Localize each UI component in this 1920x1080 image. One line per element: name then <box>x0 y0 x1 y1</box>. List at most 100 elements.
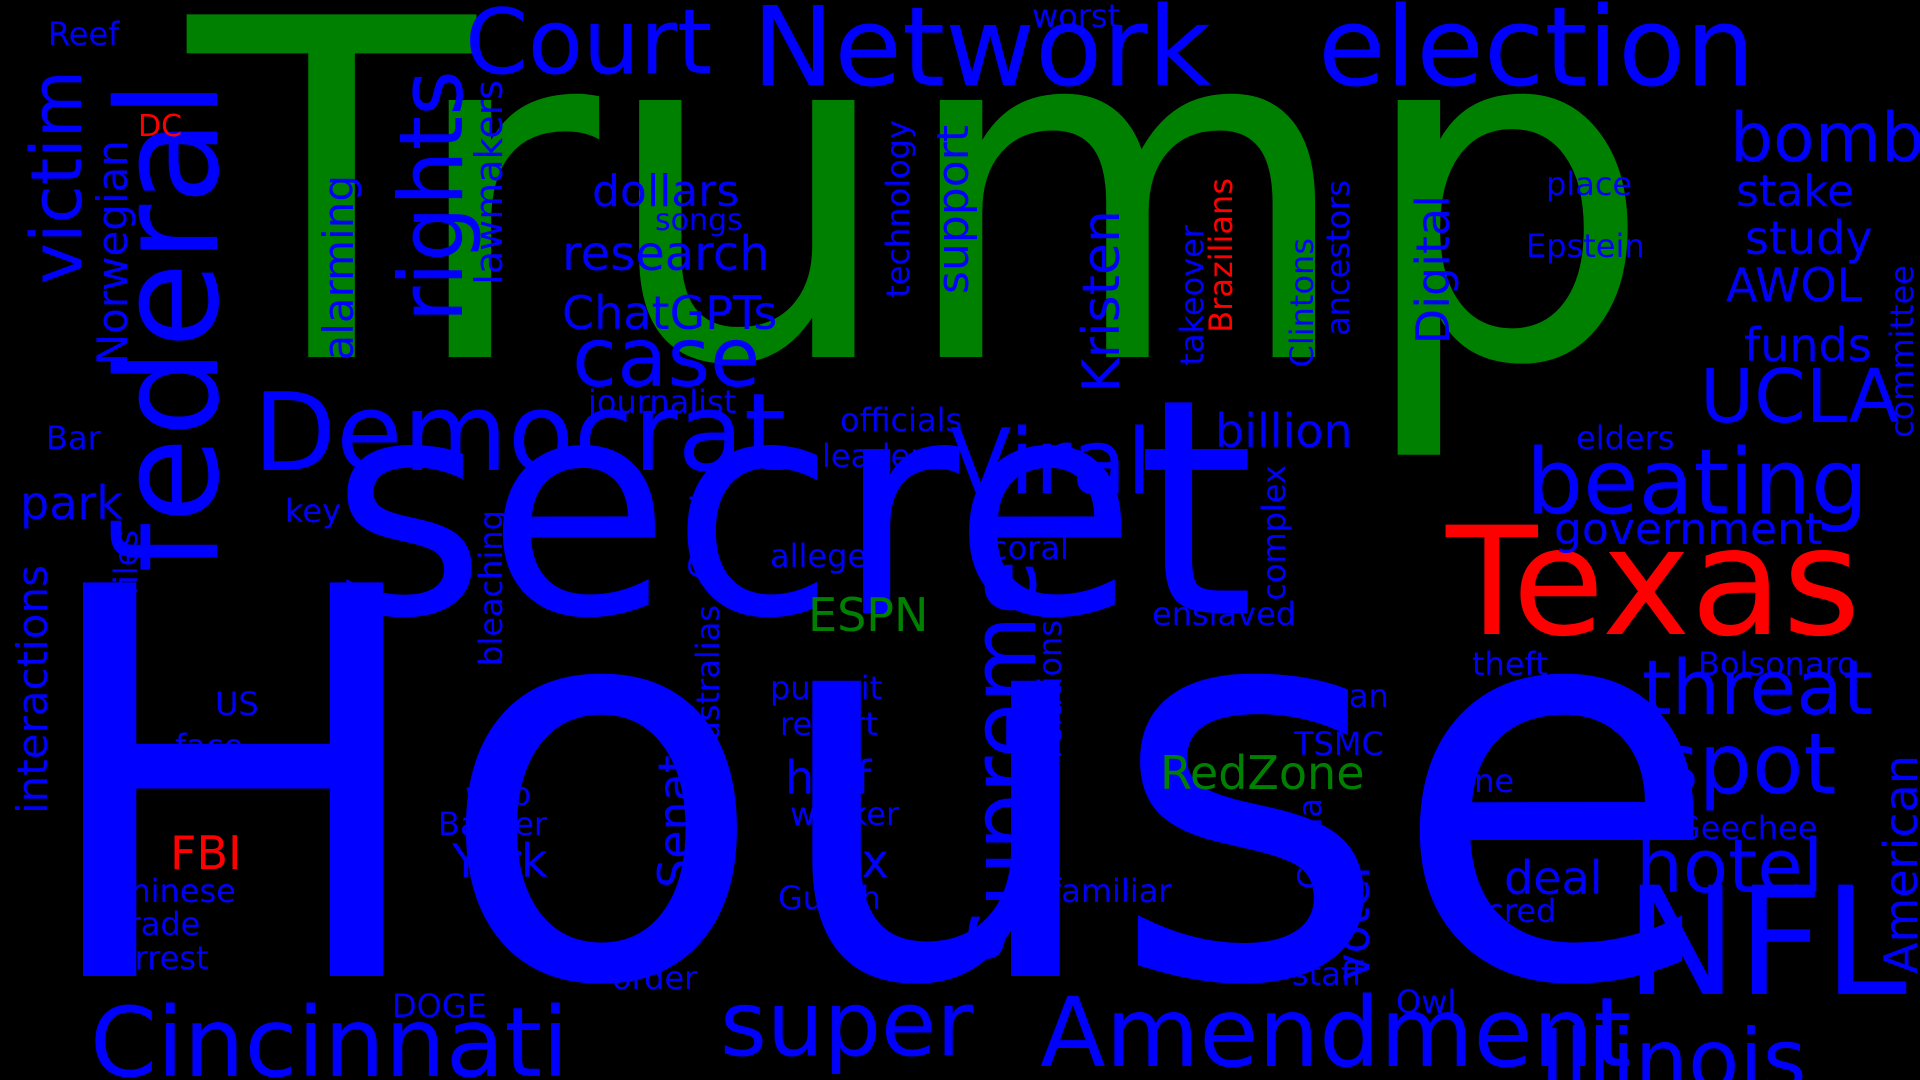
word-brazilians: Brazilians <box>1202 178 1240 333</box>
word-staff: staff <box>1292 955 1363 993</box>
word-us: US <box>215 685 259 723</box>
word-election: election <box>1318 0 1756 111</box>
word-democrat: Democrat <box>253 371 787 496</box>
word-files: files <box>107 530 145 596</box>
word-ucla: UCLA <box>1700 354 1900 440</box>
word-texas: Texas <box>1446 496 1861 670</box>
word-epstein: Epstein <box>1526 227 1645 265</box>
word-complex: complex <box>1255 465 1293 601</box>
word-deal: deal <box>1504 851 1603 905</box>
word-half: half <box>785 751 872 805</box>
word-american: American <box>1874 755 1920 974</box>
word-threat: threat <box>1642 643 1873 732</box>
word-ancestors: ancestors <box>1319 180 1357 336</box>
word-government: government <box>1554 504 1823 555</box>
word-interactions: interactions <box>8 565 57 815</box>
word-technology: technology <box>879 120 917 298</box>
word-spot: spot <box>1655 715 1837 813</box>
word-tsmc: TSMC <box>1294 725 1384 763</box>
word-geechee: Geechee <box>1676 809 1818 847</box>
word-beating: beating <box>1526 430 1869 535</box>
word-viral: Viral <box>950 410 1152 515</box>
word-norwegian: Norwegian <box>88 140 137 366</box>
word-court: Court <box>465 0 713 95</box>
word-chatgpts: ChatGPTs <box>562 286 778 340</box>
word-lawmakers: lawmakers <box>467 80 511 285</box>
word-place: place <box>1546 165 1633 203</box>
word-journalist: journalist <box>588 383 737 421</box>
word-china: China <box>1291 798 1329 890</box>
word-leader: leader <box>822 437 924 475</box>
word-hotel: hotel <box>1636 824 1824 910</box>
word-york: York <box>452 834 548 888</box>
word-bleaching: bleaching <box>472 510 510 666</box>
word-worst: worst <box>1032 0 1121 35</box>
word-network: Network <box>752 0 1212 111</box>
word-rights: rights <box>380 70 483 323</box>
word-officials: officials <box>840 401 963 439</box>
word-funds: funds <box>1744 318 1872 372</box>
word-pursuit: pursuit <box>770 669 883 707</box>
word-cincinnati: Cincinnati <box>90 987 569 1080</box>
word-barrier: Barrier <box>438 805 548 843</box>
word-house: House <box>30 476 1723 1080</box>
word-gullah: Gullah <box>778 879 881 917</box>
word-doge: DOGE <box>392 987 487 1025</box>
word-sacred: sacred <box>1450 892 1557 930</box>
word-fox: Fox <box>810 834 889 888</box>
word-illinois: Illinois <box>1540 1011 1807 1080</box>
word-super: super <box>720 972 974 1077</box>
word-coral: coral <box>990 529 1069 567</box>
word-enslaved: enslaved <box>1152 595 1297 633</box>
word-clintons: Clintons <box>1283 238 1321 368</box>
word-victim: victim <box>16 70 98 285</box>
word-park: park <box>20 476 123 530</box>
word-owl: Owl <box>1396 983 1457 1021</box>
word-secret: secret <box>330 335 1255 684</box>
word-trump: Trump <box>188 0 1654 468</box>
word-digital: Digital <box>1406 195 1460 345</box>
word-arrest: arrest <box>115 939 209 977</box>
word-bomb: bomb <box>1730 99 1920 178</box>
word-nfl: NFL <box>1625 856 1908 1030</box>
word-dollars: dollars <box>592 166 740 217</box>
word-theft: theft <box>1472 645 1548 683</box>
word-bar: Bar <box>46 419 101 457</box>
word-committee: committee <box>1883 265 1920 438</box>
word-gillibrand: Gillibrand <box>328 685 379 897</box>
word-case: case <box>572 311 761 406</box>
word-dc: DC <box>138 109 183 144</box>
word-elders: elders <box>1576 419 1675 457</box>
word-redzone: RedZone <box>1160 746 1365 800</box>
word-great: Great <box>682 490 720 580</box>
word-study: study <box>1745 211 1873 265</box>
word-senator: Senator <box>648 708 702 888</box>
word-kristen: Kristen <box>1072 210 1132 393</box>
word-awol: AWOL <box>1726 258 1863 312</box>
word-chinese: Chinese <box>108 872 236 910</box>
word-tone: tone <box>1442 762 1515 800</box>
word-songs: songs <box>655 203 743 238</box>
word-order: order <box>612 959 698 997</box>
word-alleged: alleged <box>770 537 888 575</box>
word-taiwan: Taiwan <box>1280 677 1389 715</box>
word-familiar: familiar <box>1050 872 1172 910</box>
word-key: key <box>285 492 342 530</box>
word-support: support <box>928 125 979 294</box>
word-stake: stake <box>1736 166 1855 217</box>
word-billion: billion <box>1215 404 1353 458</box>
word-web: web <box>465 775 532 813</box>
word-espn: ESPN <box>808 588 929 642</box>
word-research: research <box>562 226 770 282</box>
word-fbi: FBI <box>170 826 242 880</box>
word-face: face <box>175 727 244 765</box>
word-worker: worker <box>790 795 900 833</box>
word-trade: trade <box>115 905 201 943</box>
word-reef: Reef <box>48 15 120 53</box>
word-relations: relations <box>1031 620 1069 759</box>
word-bolsonaro: Bolsonaro <box>1698 645 1857 683</box>
word-amendment: Amendment <box>1040 977 1632 1080</box>
word-alarming: alarming <box>314 175 363 361</box>
word-report: report <box>780 705 878 743</box>
